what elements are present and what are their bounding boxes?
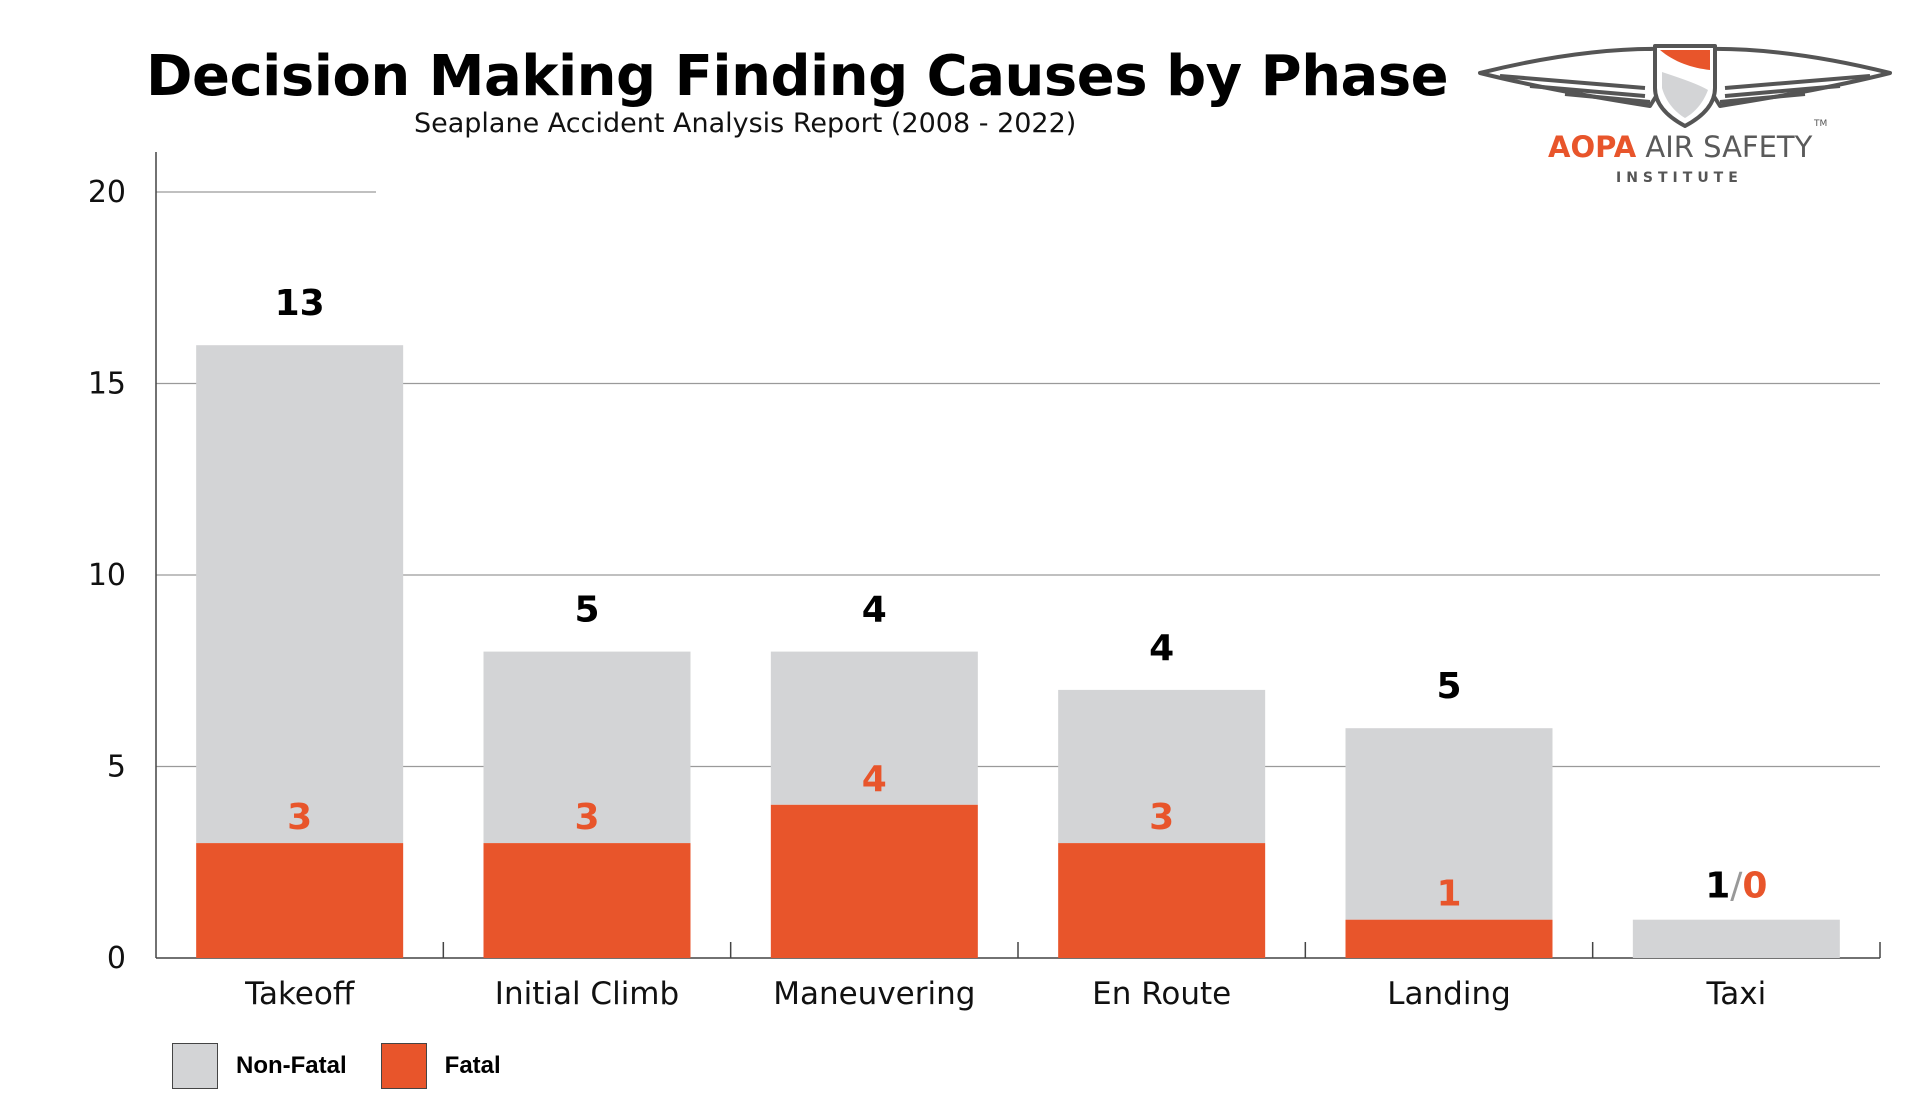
bar-non-fatal-5 <box>1632 919 1840 958</box>
legend-swatch-non-fatal <box>172 1043 218 1089</box>
bar-non-fatal-3 <box>1058 689 1266 844</box>
data-label-non-fatal: 13 <box>275 283 325 324</box>
data-label-fatal: 3 <box>1149 797 1174 838</box>
y-tick-label: 5 <box>107 750 126 785</box>
data-label-separator: / <box>1730 866 1743 907</box>
data-label-fatal: 1 <box>1436 874 1461 915</box>
x-tick-label: Landing <box>1387 976 1511 1012</box>
bar-fatal-4 <box>1345 919 1553 958</box>
y-tick-label: 10 <box>88 558 126 593</box>
bar-fatal-1 <box>483 843 691 958</box>
legend-item-non-fatal: Non-Fatal <box>172 1043 347 1089</box>
bar-non-fatal-0 <box>196 345 404 844</box>
legend-item-fatal: Fatal <box>380 1043 501 1089</box>
data-label-fatal: 0 <box>1742 866 1767 907</box>
legend-label-non-fatal: Non-Fatal <box>236 1052 347 1079</box>
data-label-non-fatal: 5 <box>1436 666 1461 707</box>
x-tick-label: En Route <box>1092 976 1231 1012</box>
legend-swatch-fatal <box>380 1043 427 1089</box>
y-tick-label: 15 <box>88 367 126 402</box>
x-tick-label: Taxi <box>1705 976 1766 1012</box>
x-tick-label: Initial Climb <box>495 976 679 1012</box>
x-tick-label: Takeoff <box>244 976 355 1012</box>
bar-non-fatal-4 <box>1345 728 1553 920</box>
y-tick-label: 0 <box>107 941 126 976</box>
bar-fatal-0 <box>196 843 404 958</box>
logo-tm: TM <box>1813 119 1827 129</box>
data-label-non-fatal: 4 <box>862 590 887 631</box>
legend: Non-Fatal Fatal <box>172 1042 535 1090</box>
y-tick-label: 20 <box>88 175 126 210</box>
data-label-combined: 1/0 <box>1705 866 1767 907</box>
chart-title: Decision Making Finding Causes by Phase <box>146 44 1449 109</box>
data-label-non-fatal: 1 <box>1705 866 1730 907</box>
data-label-fatal: 3 <box>574 797 599 838</box>
chart-subtitle: Seaplane Accident Analysis Report (2008 … <box>414 108 1077 139</box>
bar-non-fatal-1 <box>483 651 691 844</box>
data-label-fatal: 4 <box>862 759 887 800</box>
logo-wordmark: AOPA AIR SAFETY <box>1548 130 1812 164</box>
bar-fatal-2 <box>770 804 978 958</box>
bar-non-fatal-2 <box>770 651 978 805</box>
legend-label-fatal: Fatal <box>444 1052 501 1079</box>
logo-brand: AOPA <box>1548 130 1637 164</box>
bar-fatal-3 <box>1058 843 1266 958</box>
logo-name: AIR SAFETY <box>1645 130 1813 164</box>
data-label-fatal: 3 <box>287 797 312 838</box>
x-tick-label: Maneuvering <box>773 976 975 1012</box>
aopa-wings-logo: TM <box>1478 44 1892 129</box>
logo-subtext: INSTITUTE <box>1616 170 1743 186</box>
data-label-non-fatal: 5 <box>574 590 599 631</box>
data-label-non-fatal: 4 <box>1149 628 1174 669</box>
